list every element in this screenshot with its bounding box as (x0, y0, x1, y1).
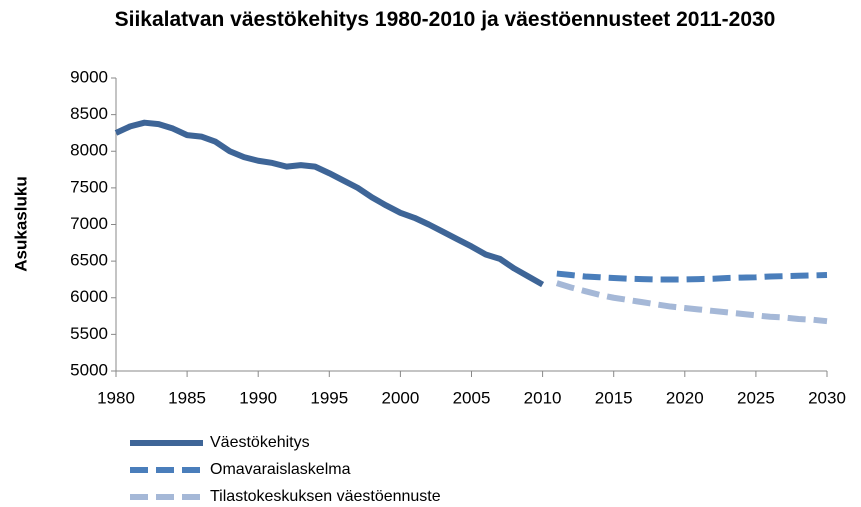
y-tick-label: 5500 (70, 324, 108, 343)
x-tick-label: 2000 (381, 388, 419, 407)
x-tick-label: 1990 (239, 388, 277, 407)
series-line (556, 270, 828, 283)
y-axis-label: Asukasluku (11, 176, 30, 271)
x-tick-label: 1985 (168, 388, 206, 407)
y-tick-label: 7500 (70, 177, 108, 196)
legend-label: Tilastokeskuksen väestöennuste (210, 488, 441, 505)
x-tick-label: 2015 (595, 388, 633, 407)
x-tick-label: 2020 (666, 388, 704, 407)
x-tick-label: 2025 (737, 388, 775, 407)
x-tick-label: 2010 (524, 388, 562, 407)
legend-label: Väestökehitys (210, 434, 310, 451)
y-tick-label: 5000 (70, 360, 108, 379)
y-tick-label: 8000 (70, 141, 108, 160)
x-tick-label: 1995 (310, 388, 348, 407)
y-tick-label: 9000 (70, 67, 108, 86)
series-line (555, 280, 828, 325)
y-tick-label: 7000 (70, 214, 108, 233)
x-tick-label: 1980 (97, 388, 135, 407)
legend-label: Omavaraislaskelma (210, 461, 351, 478)
y-tick-label: 6500 (70, 251, 108, 270)
y-tick-label: 6000 (70, 287, 108, 306)
chart-title: Siikalatvan väestökehitys 1980-2010 ja v… (114, 8, 776, 31)
x-tick-label: 2005 (453, 388, 491, 407)
x-tick-label: 2030 (808, 388, 846, 407)
series-line (114, 119, 545, 288)
y-tick-label: 8500 (70, 104, 108, 123)
